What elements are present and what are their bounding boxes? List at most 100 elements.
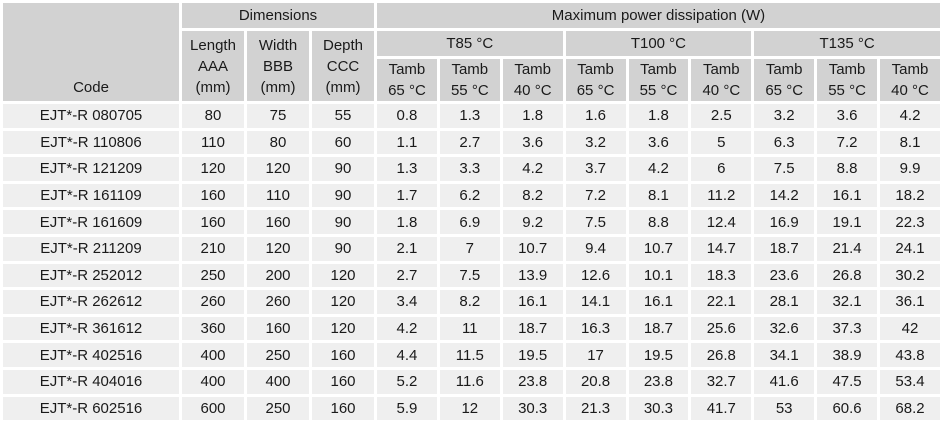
row-value: 90 bbox=[312, 210, 374, 234]
row-value: 18.2 bbox=[880, 183, 940, 208]
length-column-header: Length AAA (mm) bbox=[182, 31, 244, 101]
row-value: 6.3 bbox=[754, 130, 815, 155]
row-value: 13.9 bbox=[502, 263, 563, 288]
temp-group-t100: T100 °C bbox=[565, 31, 752, 56]
row-value: 14.1 bbox=[565, 290, 626, 314]
table-row: EJT*-R 262612 260 260 120 3.4 8.2 16.1 14.1 16.1… bbox=[3, 290, 940, 314]
row-value: 18.7 bbox=[502, 316, 563, 341]
table-row: EJT*-R 402516 400 250 160 4.4 11.5 19.5 17 19.5 2… bbox=[3, 343, 940, 367]
row-value: 21.3 bbox=[565, 396, 626, 421]
row-value: 1.1 bbox=[377, 130, 437, 155]
table-row: EJT*-R 404016 400 400 160 5.2 11.6 23.8 20.8 23.… bbox=[3, 369, 940, 394]
row-value: 16.9 bbox=[754, 210, 815, 234]
row-value: 80 bbox=[247, 130, 309, 155]
tamb-column-header: Tamb 40 °C bbox=[502, 59, 563, 101]
row-value: 9.2 bbox=[502, 210, 563, 234]
row-code: EJT*-R 110806 bbox=[3, 130, 179, 155]
row-code: EJT*-R 080705 bbox=[3, 104, 179, 128]
row-value: 210 bbox=[182, 236, 244, 261]
row-value: 3.2 bbox=[565, 130, 626, 155]
header-group-row: Code Dimensions Maximum power dissipatio… bbox=[3, 3, 940, 101]
row-code: EJT*-R 602516 bbox=[3, 396, 179, 421]
row-value: 250 bbox=[182, 263, 244, 288]
row-value: 90 bbox=[312, 157, 374, 181]
row-value: 160 bbox=[247, 210, 309, 234]
row-value: 53.4 bbox=[880, 369, 940, 394]
row-code: EJT*-R 402516 bbox=[3, 343, 179, 367]
row-value: 12 bbox=[439, 396, 500, 421]
table-row: EJT*-R 361612 360 160 120 4.2 11 18.7 16.3 18.7 2… bbox=[3, 316, 940, 341]
row-value: 260 bbox=[182, 290, 244, 314]
row-value: 3.2 bbox=[754, 104, 815, 128]
row-value: 34.1 bbox=[754, 343, 815, 367]
row-value: 22.3 bbox=[880, 210, 940, 234]
row-value: 160 bbox=[312, 396, 374, 421]
row-value: 7 bbox=[439, 236, 500, 261]
row-value: 3.3 bbox=[439, 157, 500, 181]
table-row: EJT*-R 161609 160 160 90 1.8 6.9 9.2 7.5 8.8 12.4… bbox=[3, 210, 940, 234]
row-value: 3.6 bbox=[628, 130, 689, 155]
row-value: 55 bbox=[312, 104, 374, 128]
row-value: 21.4 bbox=[817, 236, 877, 261]
row-value: 160 bbox=[312, 369, 374, 394]
table-row: EJT*-R 121209 120 120 90 1.3 3.3 4.2 3.7 4.2 6 7.5… bbox=[3, 157, 940, 181]
row-code: EJT*-R 252012 bbox=[3, 263, 179, 288]
row-value: 4.2 bbox=[377, 316, 437, 341]
row-value: 10.7 bbox=[628, 236, 689, 261]
row-value: 4.2 bbox=[880, 104, 940, 128]
row-code: EJT*-R 211209 bbox=[3, 236, 179, 261]
table-header: Code Dimensions Maximum power dissipatio… bbox=[3, 3, 940, 101]
table-body: EJT*-R 080705 80 75 55 0.8 1.3 1.8 1.6 1.8 2.5 3.2… bbox=[3, 104, 940, 421]
row-code: EJT*-R 161109 bbox=[3, 183, 179, 208]
tamb-column-header: Tamb 40 °C bbox=[691, 59, 752, 101]
row-value: 8.2 bbox=[502, 183, 563, 208]
row-value: 41.7 bbox=[691, 396, 752, 421]
row-value: 600 bbox=[182, 396, 244, 421]
row-value: 4.4 bbox=[377, 343, 437, 367]
depth-column-header: Depth CCC (mm) bbox=[312, 31, 374, 101]
row-code: EJT*-R 121209 bbox=[3, 157, 179, 181]
row-value: 120 bbox=[312, 290, 374, 314]
row-value: 30.3 bbox=[502, 396, 563, 421]
row-value: 260 bbox=[247, 290, 309, 314]
row-value: 120 bbox=[312, 316, 374, 341]
row-value: 2.5 bbox=[691, 104, 752, 128]
row-value: 110 bbox=[182, 130, 244, 155]
table-row: EJT*-R 161109 160 110 90 1.7 6.2 8.2 7.2 8.1 11.2… bbox=[3, 183, 940, 208]
row-value: 53 bbox=[754, 396, 815, 421]
row-value: 11.5 bbox=[439, 343, 500, 367]
row-value: 23.8 bbox=[502, 369, 563, 394]
row-value: 18.3 bbox=[691, 263, 752, 288]
tamb-column-header: Tamb 65 °C bbox=[565, 59, 626, 101]
row-code: EJT*-R 262612 bbox=[3, 290, 179, 314]
row-value: 32.6 bbox=[754, 316, 815, 341]
row-value: 19.5 bbox=[628, 343, 689, 367]
row-value: 360 bbox=[182, 316, 244, 341]
temp-group-t135: T135 °C bbox=[754, 31, 940, 56]
row-value: 23.6 bbox=[754, 263, 815, 288]
row-value: 8.1 bbox=[628, 183, 689, 208]
row-code: EJT*-R 361612 bbox=[3, 316, 179, 341]
row-value: 14.2 bbox=[754, 183, 815, 208]
row-value: 12.4 bbox=[691, 210, 752, 234]
row-value: 8.8 bbox=[628, 210, 689, 234]
row-value: 9.4 bbox=[565, 236, 626, 261]
row-value: 26.8 bbox=[817, 263, 877, 288]
row-value: 41.6 bbox=[754, 369, 815, 394]
temp-group-t85: T85 °C bbox=[377, 31, 563, 56]
header-temperature-row: Length AAA (mm) Width BBB (mm) Depth CCC… bbox=[3, 31, 940, 101]
row-value: 30.3 bbox=[628, 396, 689, 421]
row-value: 1.8 bbox=[502, 104, 563, 128]
row-value: 11.2 bbox=[691, 183, 752, 208]
row-value: 32.1 bbox=[817, 290, 877, 314]
row-value: 160 bbox=[182, 183, 244, 208]
row-value: 1.8 bbox=[628, 104, 689, 128]
row-value: 25.6 bbox=[691, 316, 752, 341]
table-row: EJT*-R 211209 210 120 90 2.1 7 10.7 9.4 10.7 14.7… bbox=[3, 236, 940, 261]
row-value: 120 bbox=[182, 157, 244, 181]
row-value: 47.5 bbox=[817, 369, 877, 394]
row-value: 16.3 bbox=[565, 316, 626, 341]
row-value: 28.1 bbox=[754, 290, 815, 314]
